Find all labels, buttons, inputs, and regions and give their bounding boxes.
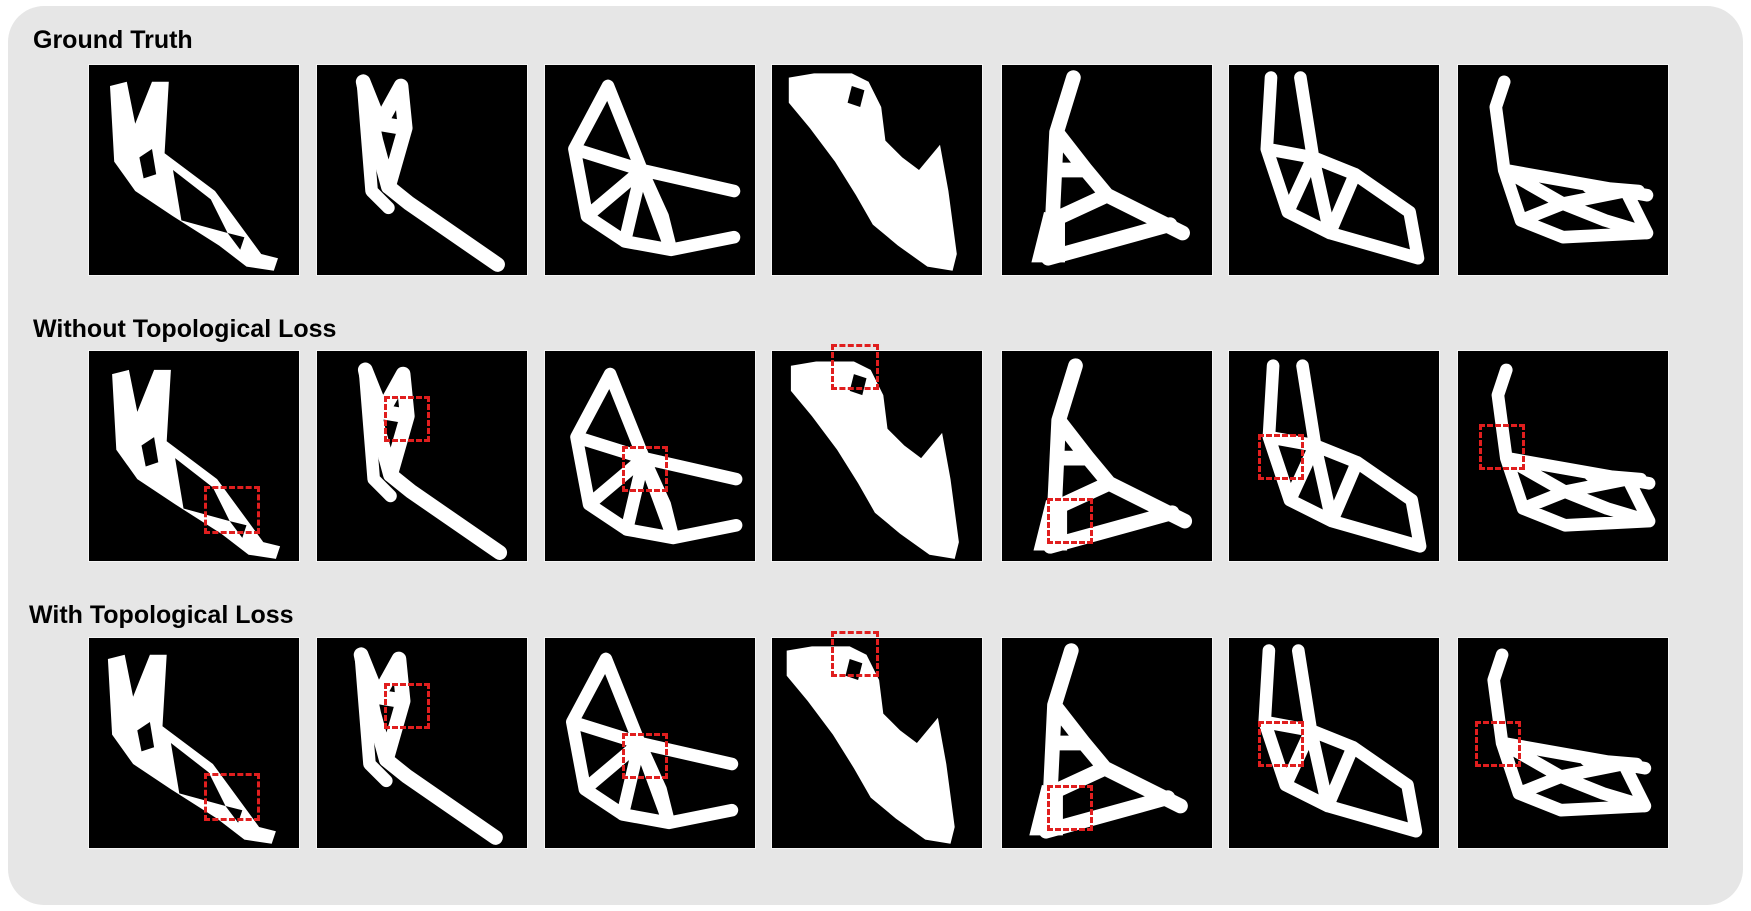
structure-image-with-topo-loss-1 xyxy=(88,637,300,849)
structure-image-ground-truth-3 xyxy=(544,64,756,276)
structure-image-ground-truth-2 xyxy=(316,64,528,276)
structure-shape xyxy=(790,361,959,559)
row-label-with-topological-loss: With Topological Loss xyxy=(29,601,294,629)
structure-shape xyxy=(566,652,739,830)
structure-image-ground-truth-6 xyxy=(1228,64,1440,276)
structure-shape xyxy=(1262,359,1427,553)
structure-shape xyxy=(1031,70,1190,266)
structure-shape xyxy=(1033,358,1193,554)
structure-image-with-topo-loss-5 xyxy=(1001,637,1213,849)
structure-shape xyxy=(568,79,741,257)
structure-shape xyxy=(1487,648,1652,817)
structure-image-ground-truth-5 xyxy=(1001,64,1213,276)
structure-image-with-topo-loss-2 xyxy=(316,637,528,849)
structure-image-without-topo-loss-5 xyxy=(1001,350,1213,562)
structure-image-without-topo-loss-6 xyxy=(1228,350,1440,562)
structure-image-without-topo-loss-3 xyxy=(544,350,756,562)
row-label-without-topological-loss: Without Topological Loss xyxy=(33,315,337,343)
structure-shape xyxy=(355,74,505,272)
structure-shape xyxy=(357,362,508,560)
structure-shape xyxy=(107,654,276,844)
structure-image-with-topo-loss-7 xyxy=(1457,637,1669,849)
structure-shape xyxy=(110,81,278,271)
structure-shape xyxy=(1258,644,1423,838)
structure-shape xyxy=(1260,71,1425,265)
structure-image-ground-truth-1 xyxy=(88,64,300,276)
structure-image-without-topo-loss-4 xyxy=(771,350,983,562)
structure-shape xyxy=(788,73,957,271)
structure-shape xyxy=(1489,75,1654,244)
structure-shape xyxy=(786,646,955,844)
structure-image-ground-truth-7 xyxy=(1457,64,1669,276)
structure-shape xyxy=(112,369,281,559)
structure-shape xyxy=(353,647,503,845)
structure-shape xyxy=(1491,363,1656,532)
structure-image-with-topo-loss-4 xyxy=(771,637,983,849)
structure-image-with-topo-loss-6 xyxy=(1228,637,1440,849)
structure-image-without-topo-loss-1 xyxy=(88,350,300,562)
structure-shape xyxy=(1029,643,1188,839)
structure-image-ground-truth-4 xyxy=(771,64,983,276)
structure-image-without-topo-loss-7 xyxy=(1457,350,1669,562)
structure-shape xyxy=(570,367,743,545)
structure-image-with-topo-loss-3 xyxy=(544,637,756,849)
row-label-ground-truth: Ground Truth xyxy=(33,26,193,54)
structure-image-without-topo-loss-2 xyxy=(316,350,528,562)
